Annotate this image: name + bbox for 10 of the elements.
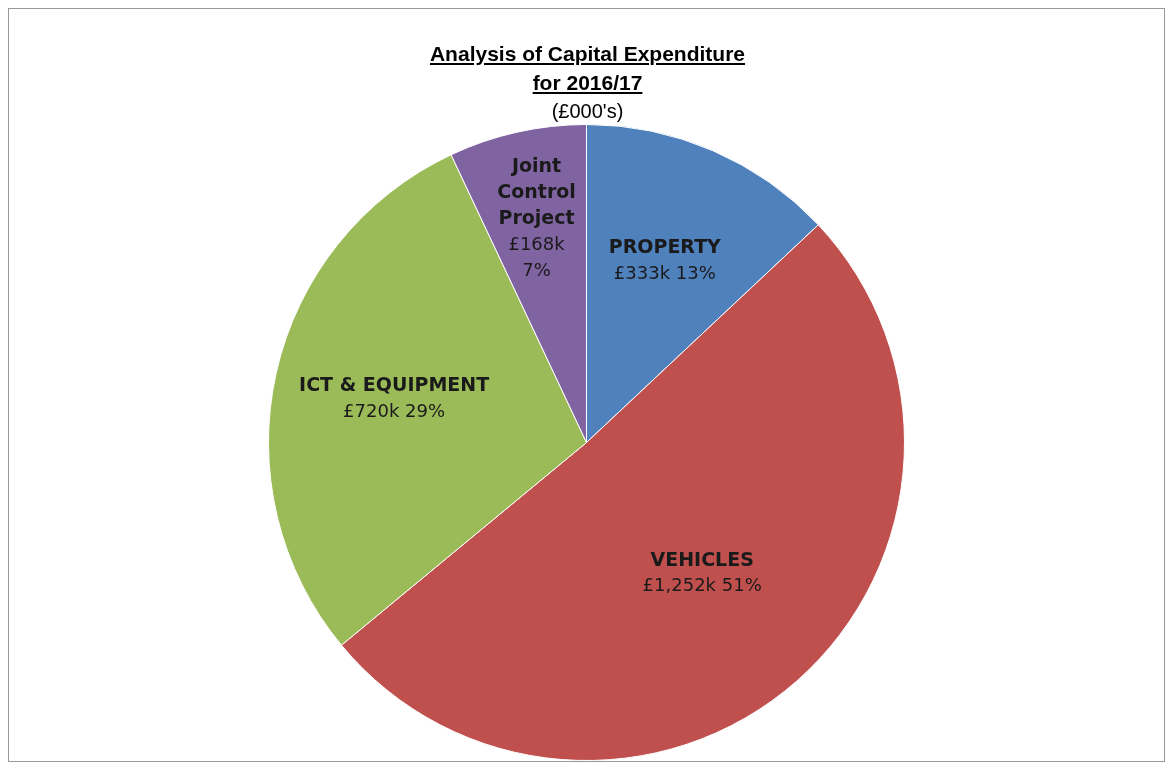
data-label: £168k 7%	[508, 232, 566, 280]
slice-label: ICT & EQUIPMENT	[299, 373, 490, 396]
chart-title: Analysis of Capital Expenditure for 2016/17	[428, 41, 747, 96]
data-label: £720k 29%	[343, 400, 446, 422]
chart-subtitle: (£000's)	[550, 99, 625, 124]
slice-label: Joint Control Project	[497, 153, 576, 228]
data-label: £1,252k 51%	[642, 574, 762, 596]
slice-label: PROPERTY	[608, 235, 722, 258]
data-label: £333k 13%	[613, 262, 716, 284]
slice-label: VEHICLES	[650, 547, 754, 570]
